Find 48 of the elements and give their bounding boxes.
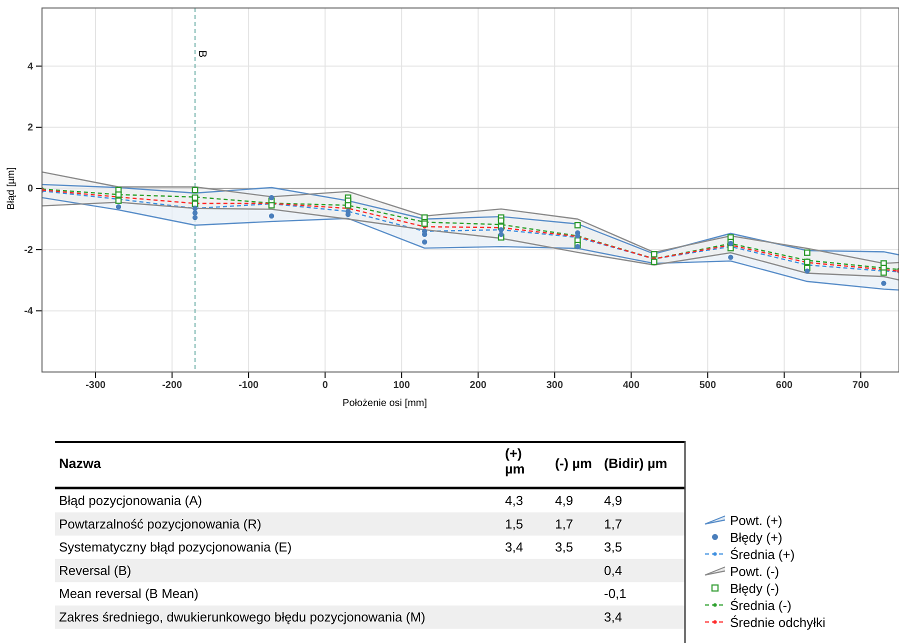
legend-label: Średnia (+) — [730, 547, 795, 562]
x-tick-label: -100 — [238, 380, 260, 392]
text: 3,5 — [555, 540, 574, 555]
x-tick-label: -200 — [162, 380, 183, 392]
y-tick-label: 4 — [27, 61, 34, 72]
legend-label: Średnie odchyłki — [730, 615, 826, 630]
y-tick-label: 0 — [27, 184, 34, 195]
x-tick-label: 300 — [546, 380, 564, 392]
y-axis-title: Błąd [µm] — [6, 167, 17, 210]
x-tick-label: 0 — [322, 380, 328, 392]
text: 1,5 — [505, 516, 524, 532]
legend-label: Średnia (-) — [730, 598, 792, 613]
text: 1,7 — [555, 516, 574, 532]
text: 4,9 — [604, 493, 622, 508]
category-label: (Bidir) µm — [604, 456, 668, 471]
x-tick-label: -300 — [86, 380, 106, 392]
category-label: Błąd pozycjonowania (A) — [59, 493, 202, 508]
category-label: Mean reversal (B Mean) — [59, 586, 198, 602]
y-tick-label: -2 — [24, 244, 34, 256]
text: 3,4 — [505, 540, 524, 555]
category-label: Systematyczny błąd pozycjonowania (E) — [59, 540, 292, 555]
category-label: (+) µm — [505, 446, 525, 477]
text: 3,4 — [604, 610, 622, 624]
legend-label: Błędy (-) — [730, 581, 780, 596]
legend-label: Powt. (+) — [730, 513, 782, 528]
x-axis-title: Położenie osi [mm] — [342, 398, 428, 409]
text: Nazwa — [59, 456, 102, 471]
x-tick-label: 600 — [776, 380, 794, 392]
x-tick-label: 200 — [470, 380, 487, 392]
category-label: (-) µm — [555, 456, 592, 471]
text: 1,7 — [604, 516, 622, 532]
text: 3,5 — [604, 540, 622, 555]
ref-line-label: B — [196, 50, 208, 58]
x-tick-label: 100 — [393, 380, 410, 392]
x-tick-label: 700 — [852, 380, 870, 392]
x-tick-label: 500 — [699, 380, 716, 392]
category-label: Powtarzalność pozycjonowania (R) — [59, 516, 262, 532]
x-tick-label: 400 — [622, 380, 640, 392]
text: 4,9 — [555, 493, 574, 508]
category-label: Zakres średniego, dwukierunkowego błędu pozycjonowania (M) — [59, 610, 426, 624]
text: 0,4 — [604, 562, 622, 578]
y-tick-label: 2 — [27, 122, 34, 134]
legend-label: Powt. (-) — [730, 564, 780, 579]
y-tick-label: -4 — [24, 306, 34, 318]
legend-label: Błędy (+) — [730, 530, 782, 545]
category-label: Reversal (B) — [59, 562, 132, 578]
text: 4,3 — [505, 493, 524, 508]
text: -0,1 — [604, 586, 626, 602]
